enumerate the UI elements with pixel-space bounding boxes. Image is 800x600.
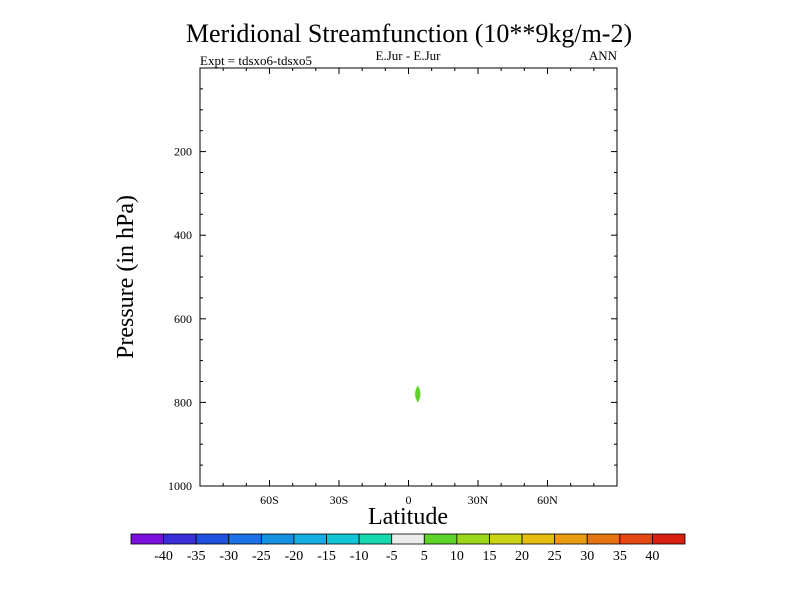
colorbar-label: -5 <box>386 549 398 564</box>
chart-title: Meridional Streamfunction (10**9kg/m-2) <box>186 19 632 48</box>
colorbar-label: 25 <box>548 549 562 564</box>
colorbar-swatch <box>163 533 197 545</box>
colorbar-swatch <box>228 533 262 545</box>
y-tick-label: 200 <box>174 145 192 159</box>
colorbar-label: -30 <box>219 549 238 564</box>
colorbar-swatch <box>619 533 653 545</box>
colorbar-label: -35 <box>187 549 206 564</box>
colorbar-swatch <box>456 533 490 545</box>
contour-features <box>415 385 421 403</box>
colorbar-swatch <box>358 533 393 545</box>
y-tick-label: 400 <box>174 228 192 242</box>
x-tick-label: 60N <box>537 493 558 507</box>
colorbar-swatch <box>293 533 327 545</box>
y-tick-label: 800 <box>174 395 192 409</box>
colorbar <box>130 533 686 545</box>
colorbar-swatch <box>391 533 425 545</box>
colorbar-swatch <box>554 533 588 545</box>
contour-cell <box>415 385 421 403</box>
colorbar-label: -40 <box>154 549 173 564</box>
y-axis-label: Pressure (in hPa) <box>113 195 139 359</box>
colorbar-label: -25 <box>252 549 271 564</box>
y-tick-labels: 200 400 600 800 1000 <box>168 145 192 493</box>
colorbar-swatch <box>130 533 164 545</box>
x-tick-label: 30S <box>330 493 349 507</box>
colorbar-swatch <box>326 533 360 545</box>
colorbar-labels: -40 -35 -30 -25 -20 -15 -10 -5 5 10 15 20 25 30 35 40 <box>154 549 659 564</box>
subtitle-center: E.Jur - E.Jur <box>376 48 442 63</box>
colorbar-label: 10 <box>450 549 464 564</box>
colorbar-label: -10 <box>350 549 369 564</box>
colorbar-swatch <box>586 533 621 545</box>
colorbar-label: 5 <box>421 549 428 564</box>
colorbar-swatch <box>521 533 556 545</box>
colorbar-swatch <box>489 533 523 545</box>
x-tick-label: 0 <box>406 493 412 507</box>
colorbar-label: -15 <box>317 549 336 564</box>
y-tick-label: 600 <box>174 312 192 326</box>
colorbar-swatch <box>423 533 458 545</box>
subtitle-left: Expt = tdsxo6-tdsxo5 <box>200 53 312 68</box>
colorbar-swatch <box>195 533 230 545</box>
colorbar-label: 35 <box>613 549 627 564</box>
colorbar-swatch <box>652 533 686 545</box>
colorbar-swatch <box>260 533 295 545</box>
colorbar-label: 20 <box>515 549 529 564</box>
y-tick-label: 1000 <box>168 479 192 493</box>
x-tick-labels: 60S 30S 0 30N 60N <box>260 493 558 507</box>
colorbar-label: 30 <box>580 549 594 564</box>
colorbar-label: 15 <box>482 549 496 564</box>
subtitle-right: ANN <box>589 48 618 63</box>
colorbar-label: 40 <box>645 549 659 564</box>
colorbar-label: -20 <box>285 549 304 564</box>
x-axis-label: Latitude <box>368 504 448 530</box>
x-tick-label: 30N <box>468 493 489 507</box>
x-tick-label: 60S <box>260 493 279 507</box>
plot-frame <box>199 67 618 487</box>
axis-ticks <box>200 68 617 486</box>
